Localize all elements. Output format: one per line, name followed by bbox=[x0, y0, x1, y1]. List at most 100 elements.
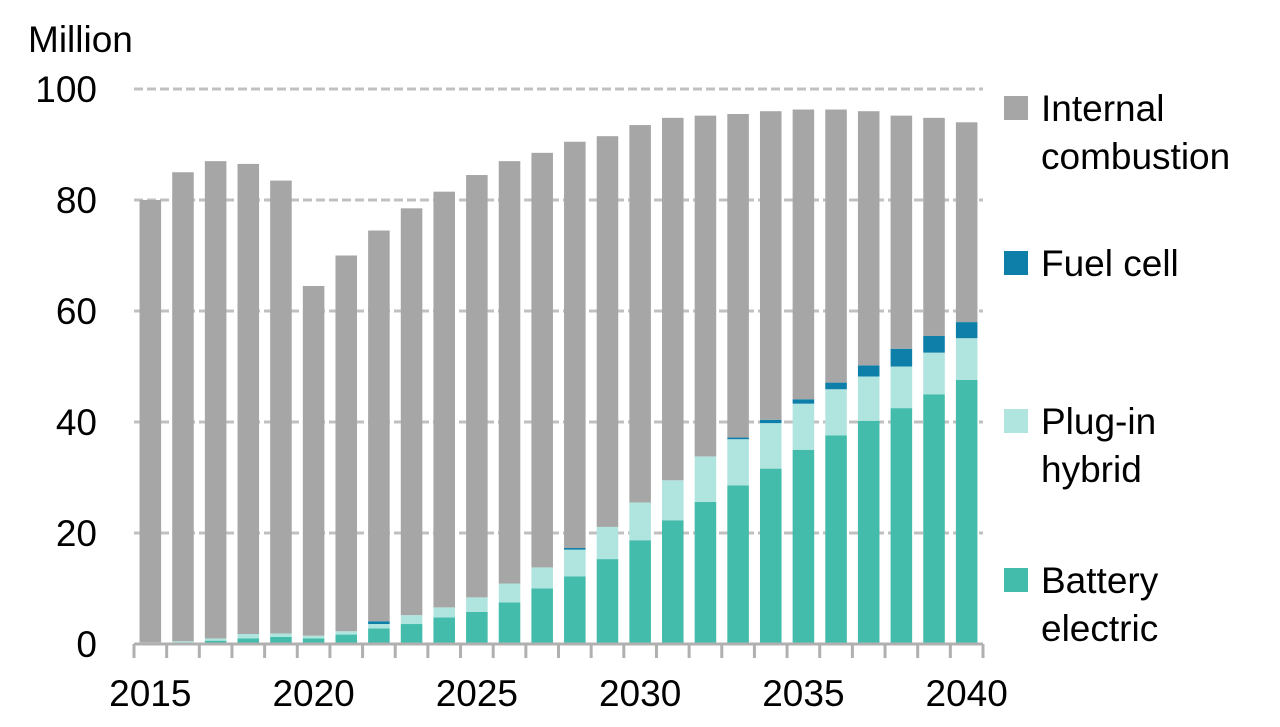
bar-segment-battery-electric bbox=[662, 520, 684, 644]
bar-segment-plug-in-hybrid bbox=[564, 549, 586, 577]
bar-segment-plug-in-hybrid bbox=[368, 624, 390, 629]
y-tick-labels: 0 20 40 60 80 100 bbox=[35, 69, 97, 665]
legend-swatch bbox=[1004, 409, 1028, 433]
x-tick-label: 2030 bbox=[599, 673, 681, 714]
bar-segment-fuel-cell bbox=[368, 621, 390, 625]
bar-segment-fuel-cell bbox=[727, 437, 749, 440]
bar-segment-plug-in-hybrid bbox=[237, 634, 260, 639]
bar-segment-fuel-cell bbox=[890, 348, 913, 367]
bar-segment-battery-electric bbox=[237, 638, 260, 644]
x-tick-label: 2025 bbox=[436, 673, 518, 714]
bar-segment-battery-electric bbox=[825, 435, 847, 644]
bar-segment-internal-combustion bbox=[335, 255, 358, 632]
bar-segment-internal-combustion bbox=[237, 163, 260, 635]
y-unit-label: Million bbox=[28, 19, 133, 60]
bar-segment-internal-combustion bbox=[596, 136, 619, 527]
bar-segment-battery-electric bbox=[890, 408, 913, 644]
bar-segment-internal-combustion bbox=[498, 161, 521, 584]
bar-segment-battery-electric bbox=[433, 617, 455, 644]
bar-segment-plug-in-hybrid bbox=[694, 456, 717, 502]
legend-item-battery-electric: Battery electric bbox=[1004, 557, 1158, 653]
x-tick-label: 2040 bbox=[926, 673, 1008, 714]
bar-segment-internal-combustion bbox=[139, 200, 162, 643]
bar-segment-battery-electric bbox=[792, 449, 815, 644]
bar-segment-internal-combustion bbox=[727, 113, 749, 438]
bar-segment-internal-combustion bbox=[662, 117, 684, 481]
bar-segment-battery-electric bbox=[727, 485, 749, 644]
bar-segment-battery-electric bbox=[694, 501, 717, 644]
bar-segment-fuel-cell bbox=[759, 419, 782, 424]
bar-segment-plug-in-hybrid bbox=[955, 338, 978, 380]
legend-item-fuel-cell: Fuel cell bbox=[1004, 240, 1179, 288]
bar-segment-plug-in-hybrid bbox=[498, 583, 521, 603]
legend-label: Plug-in hybrid bbox=[1041, 401, 1157, 490]
bar-segment-battery-electric bbox=[302, 638, 325, 644]
bar-segment-battery-electric bbox=[629, 540, 651, 644]
bar-segment-internal-combustion bbox=[531, 152, 553, 568]
bar-segment-internal-combustion bbox=[955, 122, 978, 323]
bar-segment-fuel-cell bbox=[825, 382, 847, 390]
bar-segment-internal-combustion bbox=[368, 230, 390, 622]
bar-segment-internal-combustion bbox=[694, 115, 717, 457]
bar-segment-internal-combustion bbox=[792, 109, 815, 400]
y-tick-label: 20 bbox=[56, 513, 97, 554]
bar-segment-plug-in-hybrid bbox=[172, 641, 194, 643]
bar-segment-internal-combustion bbox=[923, 117, 945, 336]
gridlines bbox=[134, 87, 983, 535]
bar-segment-plug-in-hybrid bbox=[792, 403, 815, 450]
bar-segment-internal-combustion bbox=[629, 125, 651, 503]
bar-segment-battery-electric bbox=[335, 634, 358, 644]
bar-segment-fuel-cell bbox=[955, 322, 978, 339]
x-tick-labels: 2015 2020 2025 2030 2035 2040 bbox=[109, 673, 1008, 714]
bar-segment-battery-electric bbox=[955, 379, 978, 644]
bar-segment-battery-electric bbox=[531, 588, 553, 644]
bar-segment-battery-electric bbox=[596, 559, 619, 644]
bar-segment-plug-in-hybrid bbox=[825, 389, 847, 436]
y-tick-label: 60 bbox=[56, 291, 97, 332]
bar-segment-plug-in-hybrid bbox=[629, 502, 651, 541]
bar-segment-internal-combustion bbox=[890, 115, 913, 349]
bar-segment-internal-combustion bbox=[400, 208, 423, 616]
bar-segment-internal-combustion bbox=[204, 161, 227, 639]
bar-segment-plug-in-hybrid bbox=[400, 615, 423, 625]
bar-segment-plug-in-hybrid bbox=[531, 567, 553, 589]
legend: Internal combustion Fuel cell Plug-in hy… bbox=[1004, 0, 1280, 727]
bar-segment-fuel-cell bbox=[857, 365, 880, 377]
bar-segment-battery-electric bbox=[923, 394, 945, 644]
bar-segment-internal-combustion bbox=[825, 109, 847, 383]
bar-segment-fuel-cell bbox=[564, 547, 586, 550]
y-tick-label: 80 bbox=[56, 180, 97, 221]
bar-segment-plug-in-hybrid bbox=[890, 366, 913, 409]
legend-swatch bbox=[1004, 96, 1028, 120]
bar-segment-battery-electric bbox=[400, 624, 423, 644]
bar-segment-plug-in-hybrid bbox=[662, 480, 684, 521]
bar-segment-internal-combustion bbox=[302, 286, 325, 636]
bar-segment-internal-combustion bbox=[466, 175, 488, 598]
bar-segment-internal-combustion bbox=[270, 180, 292, 634]
legend-label: Battery electric bbox=[1041, 560, 1159, 649]
bar-segment-internal-combustion bbox=[857, 111, 880, 366]
bar-segment-fuel-cell bbox=[792, 399, 815, 404]
bar-segment-plug-in-hybrid bbox=[302, 635, 325, 639]
y-tick-label: 100 bbox=[35, 69, 97, 110]
x-axis bbox=[132, 642, 985, 658]
bar-segment-battery-electric bbox=[466, 611, 488, 644]
bar-segment-battery-electric bbox=[368, 628, 390, 644]
x-tick-label: 2020 bbox=[272, 673, 354, 714]
bar-segment-plug-in-hybrid bbox=[433, 607, 455, 618]
bar-segment-battery-electric bbox=[204, 640, 227, 644]
bar-segment-battery-electric bbox=[498, 602, 521, 644]
bar-segment-battery-electric bbox=[759, 468, 782, 644]
x-tick-label: 2015 bbox=[109, 673, 191, 714]
bar-segment-plug-in-hybrid bbox=[204, 638, 227, 641]
bars bbox=[139, 109, 978, 644]
bar-segment-battery-electric bbox=[270, 636, 292, 644]
bar-segment-fuel-cell bbox=[923, 335, 945, 353]
legend-item-plug-in-hybrid: Plug-in hybrid bbox=[1004, 398, 1156, 494]
legend-label: Fuel cell bbox=[1041, 243, 1179, 284]
bar-segment-plug-in-hybrid bbox=[923, 352, 945, 395]
bar-segment-plug-in-hybrid bbox=[466, 597, 488, 612]
legend-swatch bbox=[1004, 568, 1028, 592]
bar-segment-plug-in-hybrid bbox=[727, 439, 749, 486]
bar-segment-plug-in-hybrid bbox=[857, 376, 880, 421]
